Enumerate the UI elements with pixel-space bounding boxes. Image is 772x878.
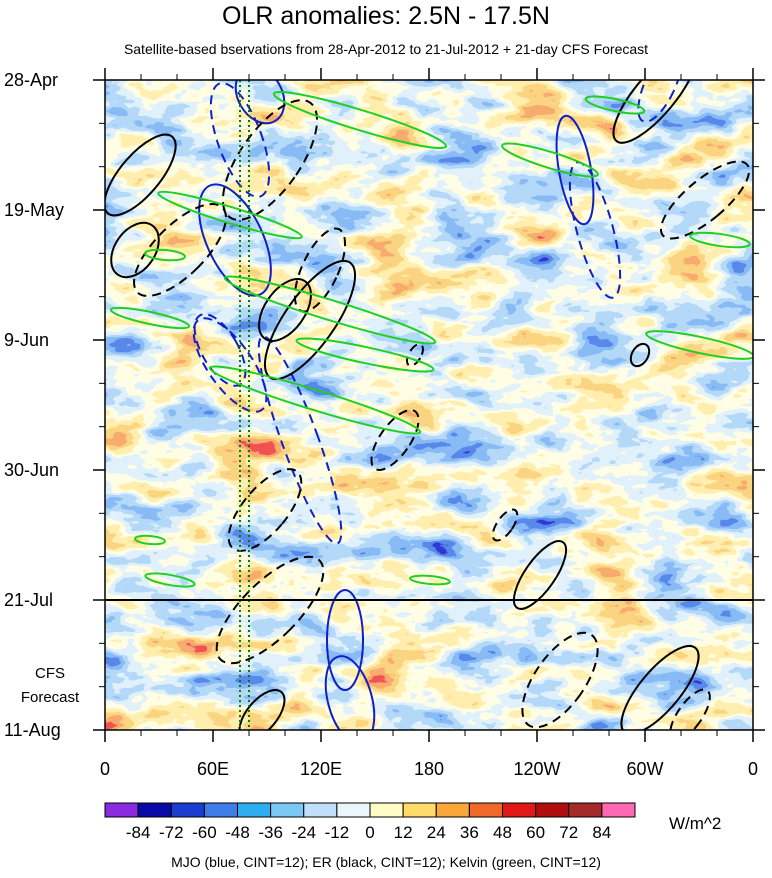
colorbar-swatch: [435, 802, 470, 818]
kelvin-contour: [144, 572, 196, 588]
kelvin-contour: [295, 337, 435, 373]
colorbar-label: 72: [559, 823, 578, 842]
colorbar-swatch: [369, 802, 404, 818]
mjo-contour: [637, 80, 683, 123]
er-contour: [110, 221, 160, 279]
y-tick-label: 28-Apr: [4, 70, 58, 90]
mjo-contour: [192, 317, 268, 413]
x-tick-label: 0: [748, 759, 758, 779]
kelvin-contour: [144, 248, 186, 262]
kelvin-contour: [109, 306, 191, 330]
colorbar-label: -60: [192, 823, 217, 842]
contour-legend-note: MJO (blue, CINT=12); ER (black, CINT=12)…: [171, 854, 601, 870]
er-contour: [669, 688, 711, 730]
er-contour: [521, 631, 599, 729]
colorbar-swatch: [601, 802, 636, 818]
kelvin-contour: [157, 190, 303, 240]
colorbar-label: 60: [526, 823, 545, 842]
kelvin-contour: [645, 330, 753, 360]
er-contour: [491, 508, 519, 542]
er-contour: [258, 278, 312, 342]
chart-title: OLR anomalies: 2.5N - 17.5N: [222, 2, 550, 30]
colorbar-swatch: [402, 802, 437, 818]
colorbar-label: 12: [394, 823, 413, 842]
y-tick-label: 30-Jun: [4, 460, 59, 480]
colorbar-label: -72: [159, 823, 184, 842]
reference-lines: [239, 80, 250, 730]
colorbar-label: -24: [291, 823, 316, 842]
colorbar-swatch: [502, 802, 537, 818]
er-contour: [406, 343, 424, 367]
x-tick-label: 60W: [626, 759, 663, 779]
mjo-contour: [326, 589, 364, 691]
kelvin-contour: [272, 91, 448, 149]
forecast-label-line1: CFS: [35, 665, 65, 682]
mjo-contour: [198, 183, 272, 297]
er-contour: [238, 689, 286, 730]
kelvin-contour: [501, 142, 599, 178]
kelvin-contour: [208, 365, 422, 435]
er-contour: [221, 99, 319, 221]
kelvin-contour: [409, 574, 451, 586]
colorbar-swatch: [568, 802, 603, 818]
mjo-contour: [324, 655, 376, 730]
colorbar-label: -84: [126, 823, 151, 842]
er-contour: [612, 80, 698, 144]
mjo-contour: [209, 82, 271, 198]
x-tick-label: 120W: [513, 759, 560, 779]
colorbar-label: 48: [493, 823, 512, 842]
wave-filter-contours: [105, 80, 753, 730]
kelvin-contour: [223, 275, 437, 345]
y-tick-label: 19-May: [4, 200, 64, 220]
mjo-contour: [568, 161, 622, 299]
er-contour: [105, 133, 177, 217]
colorbar-swatch: [137, 802, 172, 818]
x-tick-label: 180: [414, 759, 444, 779]
er-contour: [512, 540, 568, 610]
colorbar-label: 24: [427, 823, 446, 842]
x-tick-label: 120E: [300, 759, 342, 779]
colorbar-label: -36: [258, 823, 283, 842]
forecast-label-line2: Forecast: [20, 689, 80, 706]
mjo-contour: [257, 335, 343, 545]
kelvin-contour: [689, 231, 751, 249]
colorbar-swatch: [303, 802, 338, 818]
kelvin-contour: [584, 95, 646, 115]
colorbar: -84 -72 -60 -48 -36 -24 -12 0 12 24 36 48 60 72 84: [104, 802, 636, 842]
chart-subtitle: Satellite-based bservations from 28-Apr-…: [123, 41, 649, 57]
colorbar-label: 0: [365, 823, 374, 842]
er-contour: [227, 468, 303, 552]
colorbar-label: -48: [225, 823, 250, 842]
er-contour: [215, 555, 325, 665]
x-tick-label: 60E: [197, 759, 229, 779]
colorbar-units: W/m^2: [669, 814, 722, 833]
kelvin-contour: [134, 534, 166, 546]
y-tick-label: 21-Jul: [4, 590, 53, 610]
colorbar-label: 84: [592, 823, 611, 842]
colorbar-swatch: [203, 802, 238, 818]
y-tick-label: 9-Jun: [4, 330, 49, 350]
colorbar-swatch: [468, 802, 503, 818]
olr-anomaly-field: [105, 80, 753, 730]
colorbar-label: -12: [325, 823, 350, 842]
y-axis: 28-Apr 19-May 9-Jun 30-Jun 21-Jul 11-Aug: [4, 70, 765, 740]
colorbar-swatch: [170, 802, 205, 818]
colorbar-label: 36: [460, 823, 479, 842]
y-tick-label: 11-Aug: [4, 720, 61, 740]
er-contour: [659, 160, 751, 240]
er-contour: [620, 644, 700, 730]
er-contour: [133, 203, 227, 297]
colorbar-swatch: [237, 802, 272, 818]
er-contour: [629, 342, 651, 368]
er-contour: [370, 409, 420, 471]
colorbar-swatch: [104, 802, 139, 818]
x-axis: 0 60E 120E 180 120W 60W 0: [100, 68, 758, 779]
colorbar-swatch: [336, 802, 371, 818]
colorbar-swatch: [535, 802, 570, 818]
colorbar-swatch: [270, 802, 305, 818]
x-tick-label: 0: [100, 759, 110, 779]
